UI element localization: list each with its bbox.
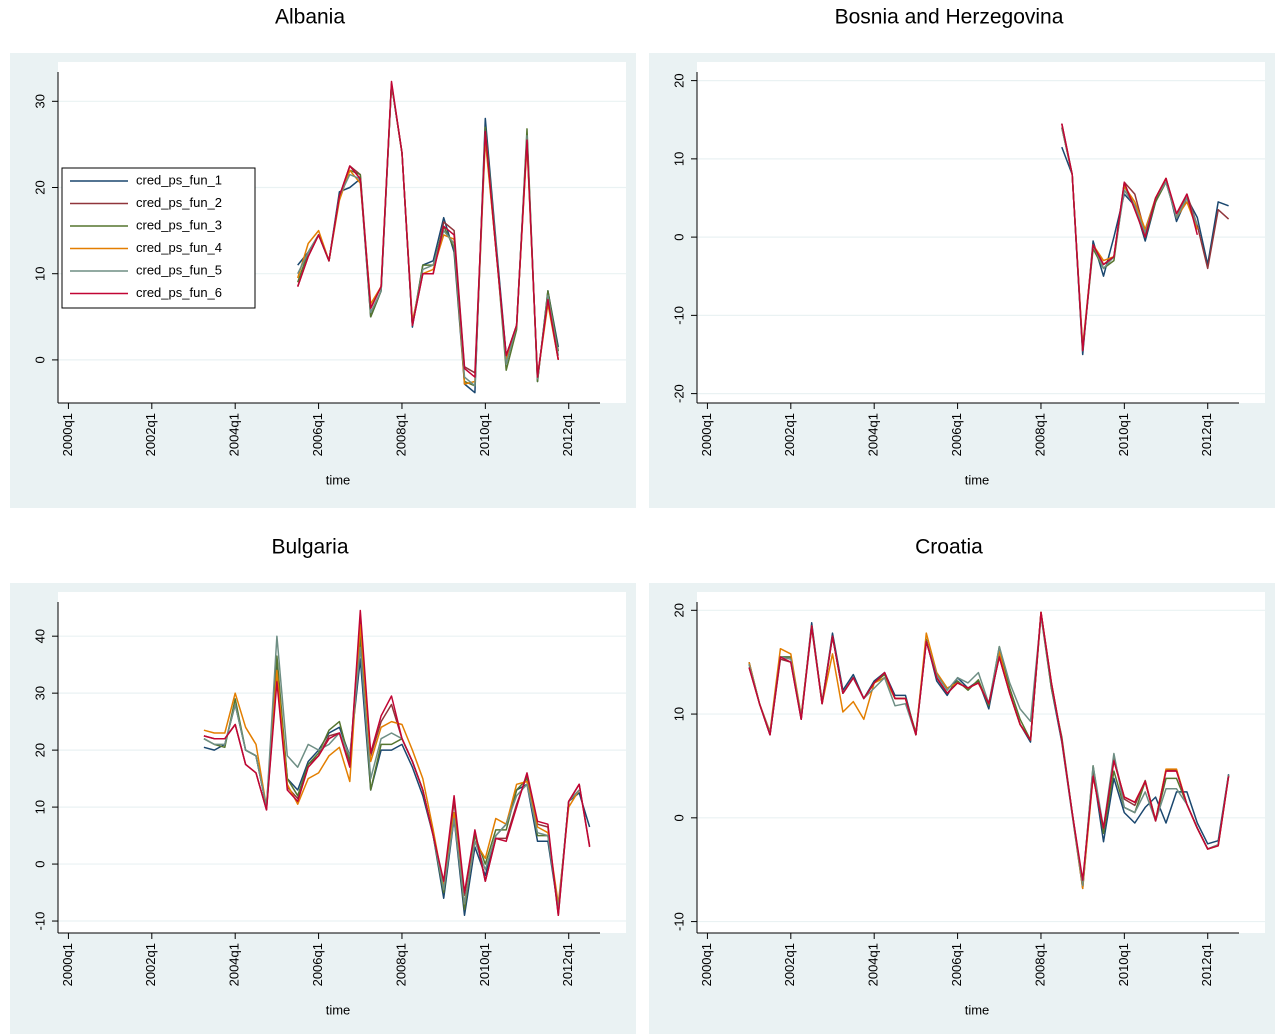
y-tick-label: 40	[32, 629, 47, 643]
x-tick-label: 2000q1	[699, 943, 714, 986]
series-line	[296, 80, 560, 378]
legend-label: cred_ps_fun_4	[136, 240, 222, 255]
plot-region	[697, 62, 1265, 403]
plot-region	[697, 592, 1265, 933]
x-tick-label: 2000q1	[60, 943, 75, 986]
y-tick-label: 10	[671, 152, 686, 166]
y-tick-label: -10	[671, 912, 686, 931]
x-tick-label: 2002q1	[143, 413, 158, 456]
y-tick-label: 20	[671, 603, 686, 617]
y-tick-label: 20	[32, 180, 47, 194]
legend-label: cred_ps_fun_1	[136, 172, 222, 187]
x-axis-label: time	[965, 472, 990, 487]
y-tick-label: -10	[32, 912, 47, 931]
x-tick-label: 2000q1	[699, 413, 714, 456]
x-tick-label: 2008q1	[1032, 943, 1047, 986]
y-tick-label: 0	[32, 860, 47, 867]
x-tick-label: 2006q1	[310, 943, 325, 986]
legend-box	[61, 167, 256, 309]
x-tick-label: 2004q1	[866, 413, 881, 456]
x-tick-label: 2006q1	[949, 943, 964, 986]
plot-region	[58, 592, 626, 933]
y-tick-label: 30	[32, 686, 47, 700]
legend-label: cred_ps_fun_5	[136, 262, 222, 277]
x-tick-label: 2008q1	[393, 413, 408, 456]
x-tick-label: 2010q1	[1116, 413, 1131, 456]
x-tick-label: 2006q1	[949, 413, 964, 456]
y-tick-label: -10	[671, 306, 686, 325]
legend-label: cred_ps_fun_2	[136, 195, 222, 210]
x-tick-label: 2004q1	[227, 943, 242, 986]
x-tick-label: 2012q1	[1199, 943, 1214, 986]
x-tick-label: 2008q1	[393, 943, 408, 986]
y-tick-label: 0	[671, 814, 686, 821]
x-axis-label: time	[326, 472, 351, 487]
chart-title: Albania	[275, 6, 345, 29]
legend-label: cred_ps_fun_6	[136, 285, 222, 300]
x-tick-label: 2012q1	[1199, 413, 1214, 456]
x-tick-label: 2004q1	[227, 413, 242, 456]
x-tick-label: 2002q1	[782, 413, 797, 456]
y-tick-label: -20	[671, 384, 686, 403]
legend-label: cred_ps_fun_3	[136, 217, 222, 232]
series-line	[748, 611, 1230, 881]
y-tick-label: 0	[32, 356, 47, 363]
x-tick-label: 2008q1	[1032, 413, 1047, 456]
chart-title: Bosnia and Herzegovina	[835, 6, 1064, 29]
y-tick-label: 0	[671, 233, 686, 240]
y-tick-label: 20	[32, 743, 47, 757]
x-tick-label: 2010q1	[477, 943, 492, 986]
x-axis-label: time	[965, 1002, 990, 1017]
y-tick-label: 10	[32, 800, 47, 814]
y-tick-label: 30	[32, 94, 47, 108]
x-tick-label: 2006q1	[310, 413, 325, 456]
y-tick-label: 10	[32, 266, 47, 280]
x-tick-label: 2002q1	[782, 943, 797, 986]
x-tick-label: 2002q1	[143, 943, 158, 986]
x-tick-label: 2000q1	[60, 413, 75, 456]
x-axis-label: time	[326, 1002, 351, 1017]
x-tick-label: 2012q1	[560, 943, 575, 986]
series-line	[203, 609, 591, 917]
x-tick-label: 2012q1	[560, 413, 575, 456]
x-tick-label: 2004q1	[866, 943, 881, 986]
x-tick-label: 2010q1	[1116, 943, 1131, 986]
chart-title: Croatia	[915, 536, 983, 559]
y-tick-label: 10	[671, 707, 686, 721]
y-tick-label: 20	[671, 73, 686, 87]
x-tick-label: 2010q1	[477, 413, 492, 456]
series-line	[1061, 123, 1199, 352]
chart-title: Bulgaria	[271, 536, 348, 559]
